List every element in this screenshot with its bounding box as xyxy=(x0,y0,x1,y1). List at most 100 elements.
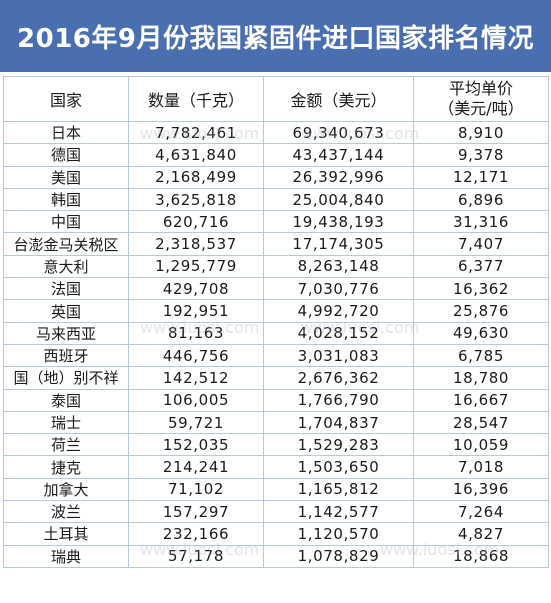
header-amount: 金额（美元） xyxy=(263,76,414,122)
cell-quantity: 106,005 xyxy=(128,388,264,412)
cell-unit-price: 31,316 xyxy=(413,210,549,234)
cell-amount: 2,676,362 xyxy=(263,366,414,390)
cell-quantity: 429,708 xyxy=(128,277,264,301)
table-header-row: 国家 数量（千克） 金额（美元） 平均单价 （美元/吨） xyxy=(3,76,549,122)
cell-country: 国（地）别不祥 xyxy=(3,366,129,390)
cell-country: 日本 xyxy=(3,120,129,145)
cell-quantity: 59,721 xyxy=(128,410,264,435)
cell-country: 法国 xyxy=(3,277,129,301)
table-row: 波兰 157,297 1,142,577 7,264 xyxy=(3,500,549,524)
table-row: 意大利 1,295,779 8,263,148 6,377 xyxy=(3,254,549,279)
cell-unit-price: 28,547 xyxy=(413,410,549,435)
cell-quantity: 232,166 xyxy=(128,522,264,546)
cell-quantity: 192,951 xyxy=(128,299,264,323)
cell-unit-price: 7,264 xyxy=(413,500,549,524)
cell-unit-price: 25,876 xyxy=(413,299,549,323)
cell-quantity: 620,716 xyxy=(128,210,264,234)
cell-amount: 1,529,283 xyxy=(263,433,414,457)
cell-quantity: 142,512 xyxy=(128,366,264,390)
cell-unit-price: 8,910 xyxy=(413,120,549,145)
cell-unit-price: 12,171 xyxy=(413,165,549,189)
page-title: 2016年9月份我国紧固件进口国家排名情况 xyxy=(0,0,551,72)
table-row: 韩国 3,625,818 25,004,840 6,896 xyxy=(3,187,549,212)
cell-quantity: 4,631,840 xyxy=(128,143,264,167)
table-row: 土耳其 232,166 1,120,570 4,827 xyxy=(3,522,549,546)
cell-unit-price: 6,896 xyxy=(413,187,549,212)
cell-unit-price: 10,059 xyxy=(413,433,549,457)
cell-amount: 3,031,083 xyxy=(263,343,414,368)
cell-unit-price: 18,868 xyxy=(413,544,549,568)
cell-quantity: 7,782,461 xyxy=(128,120,264,145)
cell-quantity: 446,756 xyxy=(128,343,264,368)
cell-amount: 1,142,577 xyxy=(263,500,414,524)
cell-amount: 17,174,305 xyxy=(263,232,414,256)
cell-country: 马来西亚 xyxy=(3,321,129,345)
cell-country: 意大利 xyxy=(3,254,129,279)
cell-quantity: 57,178 xyxy=(128,544,264,568)
cell-quantity: 1,295,779 xyxy=(128,254,264,279)
table-row: 台澎金马关税区 2,318,537 17,174,305 7,407 xyxy=(3,232,549,256)
table-row: 德国 4,631,840 43,437,144 9,378 xyxy=(3,143,549,167)
table-row: 荷兰 152,035 1,529,283 10,059 xyxy=(3,433,549,457)
cell-unit-price: 18,780 xyxy=(413,366,549,390)
table-row: 捷克 214,241 1,503,650 7,018 xyxy=(3,455,549,479)
cell-country: 美国 xyxy=(3,165,129,189)
cell-quantity: 71,102 xyxy=(128,477,264,502)
header-quantity: 数量（千克） xyxy=(128,76,264,122)
table-row: 加拿大 71,102 1,165,812 16,396 xyxy=(3,477,549,502)
cell-country: 土耳其 xyxy=(3,522,129,546)
table-row: 马来西亚 81,163 4,028,152 49,630 xyxy=(3,321,549,345)
table-row: 国（地）别不祥 142,512 2,676,362 18,780 xyxy=(3,366,549,390)
table-row: 日本 7,782,461 69,340,673 8,910 xyxy=(3,120,549,145)
cell-country: 荷兰 xyxy=(3,433,129,457)
cell-country: 瑞典 xyxy=(3,544,129,568)
cell-unit-price: 7,018 xyxy=(413,455,549,479)
cell-unit-price: 6,377 xyxy=(413,254,549,279)
table-row: 中国 620,716 19,438,193 31,316 xyxy=(3,210,549,234)
table-row: 泰国 106,005 1,766,790 16,667 xyxy=(3,388,549,412)
cell-amount: 1,078,829 xyxy=(263,544,414,568)
cell-amount: 4,028,152 xyxy=(263,321,414,345)
cell-country: 韩国 xyxy=(3,187,129,212)
table-row: 美国 2,168,499 26,392,996 12,171 xyxy=(3,165,549,189)
cell-amount: 19,438,193 xyxy=(263,210,414,234)
cell-unit-price: 9,378 xyxy=(413,143,549,167)
cell-country: 瑞士 xyxy=(3,410,129,435)
cell-unit-price: 16,362 xyxy=(413,277,549,301)
cell-amount: 1,165,812 xyxy=(263,477,414,502)
import-ranking-table: 国家 数量（千克） 金额（美元） 平均单价 （美元/吨） 日本 7,782,461… xyxy=(3,76,549,568)
cell-amount: 25,004,840 xyxy=(263,187,414,212)
cell-country: 泰国 xyxy=(3,388,129,412)
cell-amount: 1,704,837 xyxy=(263,410,414,435)
cell-amount: 1,766,790 xyxy=(263,388,414,412)
cell-amount: 43,437,144 xyxy=(263,143,414,167)
cell-amount: 8,263,148 xyxy=(263,254,414,279)
cell-country: 加拿大 xyxy=(3,477,129,502)
cell-amount: 4,992,720 xyxy=(263,299,414,323)
cell-quantity: 157,297 xyxy=(128,500,264,524)
cell-unit-price: 16,667 xyxy=(413,388,549,412)
cell-quantity: 3,625,818 xyxy=(128,187,264,212)
table-body: 日本 7,782,461 69,340,673 8,910 德国 4,631,840 43,… xyxy=(3,120,549,568)
cell-country: 捷克 xyxy=(3,455,129,479)
cell-quantity: 81,163 xyxy=(128,321,264,345)
table-row: 法国 429,708 7,030,776 16,362 xyxy=(3,277,549,301)
cell-country: 英国 xyxy=(3,299,129,323)
cell-amount: 7,030,776 xyxy=(263,277,414,301)
cell-country: 中国 xyxy=(3,210,129,234)
table-row: 瑞士 59,721 1,704,837 28,547 xyxy=(3,410,549,435)
cell-amount: 1,120,570 xyxy=(263,522,414,546)
cell-unit-price: 7,407 xyxy=(413,232,549,256)
cell-quantity: 2,318,537 xyxy=(128,232,264,256)
table-row: 西班牙 446,756 3,031,083 6,785 xyxy=(3,343,549,368)
cell-unit-price: 6,785 xyxy=(413,343,549,368)
cell-amount: 69,340,673 xyxy=(263,120,414,145)
cell-country: 德国 xyxy=(3,143,129,167)
table-row: 英国 192,951 4,992,720 25,876 xyxy=(3,299,549,323)
cell-amount: 1,503,650 xyxy=(263,455,414,479)
cell-unit-price: 49,630 xyxy=(413,321,549,345)
cell-unit-price: 4,827 xyxy=(413,522,549,546)
cell-country: 波兰 xyxy=(3,500,129,524)
cell-amount: 26,392,996 xyxy=(263,165,414,189)
